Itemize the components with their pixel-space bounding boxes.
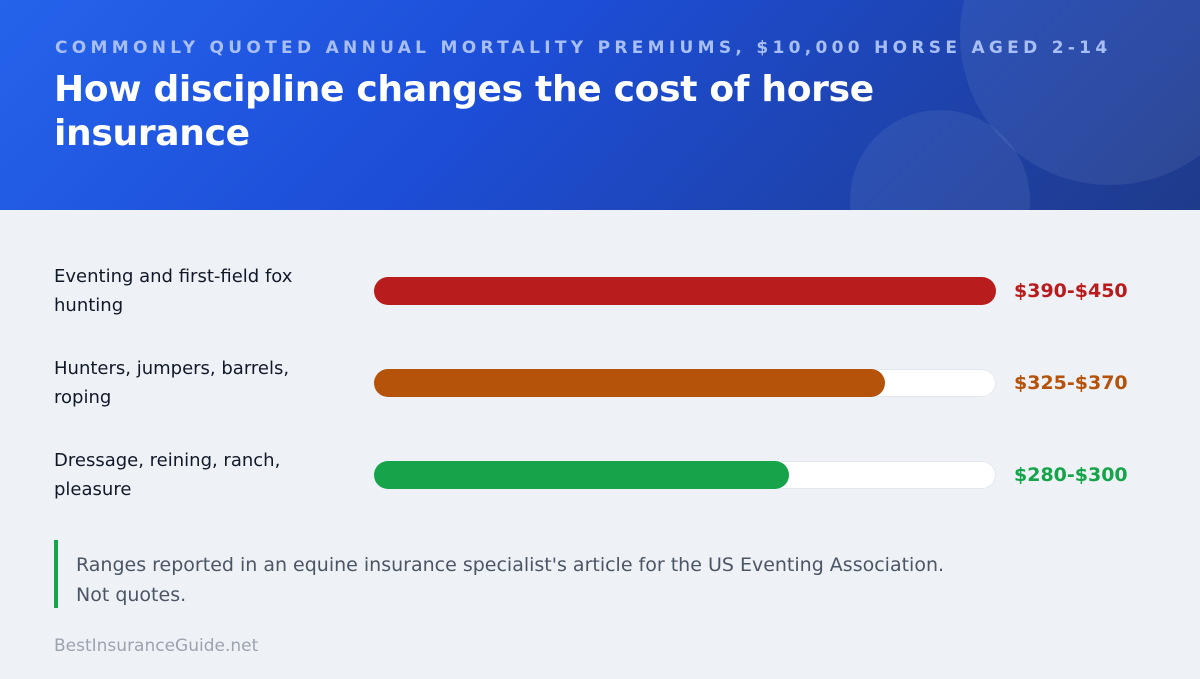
header-banner: COMMONLY QUOTED ANNUAL MORTALITY PREMIUM… <box>0 0 1200 210</box>
bar-row: Dressage, reining, ranch, pleasure $280-$… <box>0 446 1200 506</box>
chart-title: How discipline changes the cost of horse… <box>54 69 874 154</box>
bar-track <box>374 369 996 397</box>
source-note-text: Ranges reported in an equine insurance s… <box>76 554 945 606</box>
bar <box>374 277 996 305</box>
category-label: Hunters, jumpers, barrels, roping <box>54 358 290 408</box>
site-credit: BestInsuranceGuide.net <box>54 636 259 656</box>
bar <box>374 461 789 489</box>
value-label: $280-$300 <box>1014 464 1128 486</box>
value-label: $390-$450 <box>1014 280 1128 302</box>
chart-subtitle: COMMONLY QUOTED ANNUAL MORTALITY PREMIUM… <box>55 38 1112 58</box>
bar-row: Eventing and first-field fox hunting $390… <box>0 262 1200 322</box>
bar-track <box>374 461 996 489</box>
value-label: $325-$370 <box>1014 372 1128 394</box>
category-label: Eventing and first-field fox hunting <box>54 266 293 316</box>
bar-row: Hunters, jumpers, barrels, roping $325-$3… <box>0 354 1200 414</box>
source-note: Ranges reported in an equine insurance s… <box>54 540 978 608</box>
bar <box>374 369 886 397</box>
bar-track <box>374 277 996 305</box>
category-label: Dressage, reining, ranch, pleasure <box>54 450 281 500</box>
